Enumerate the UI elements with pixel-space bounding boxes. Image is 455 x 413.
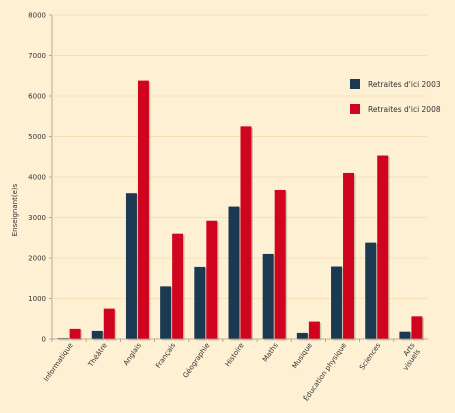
bar-2008 bbox=[206, 220, 218, 339]
y-axis: 0 1000 2000 3000 4000 5000 6000 7000 8000 bbox=[28, 12, 428, 344]
y-tick-label: 8000 bbox=[28, 12, 46, 20]
bar-2008 bbox=[377, 155, 389, 339]
x-tick-label: Géographie bbox=[182, 342, 212, 380]
y-tick-label: 0 bbox=[42, 336, 46, 344]
x-tick-label: Maths bbox=[261, 341, 280, 363]
y-tick-label: 1000 bbox=[28, 295, 46, 303]
bar-2008 bbox=[137, 80, 149, 340]
legend-swatch-2008 bbox=[350, 104, 360, 114]
x-tick-label: Anglais bbox=[122, 341, 143, 367]
bar-2008 bbox=[69, 328, 81, 339]
bars bbox=[57, 80, 424, 341]
x-tick-label: Théâtre bbox=[86, 342, 109, 370]
legend-label-2008: Retraites d'ici 2008 bbox=[368, 105, 441, 114]
bar-2008 bbox=[411, 316, 423, 339]
bar-2008 bbox=[240, 126, 252, 339]
bar-2008 bbox=[274, 189, 286, 339]
bar-2003 bbox=[365, 242, 377, 339]
legend-swatch-2003 bbox=[350, 79, 360, 89]
y-tick-label: 5000 bbox=[28, 133, 46, 141]
bar-2003 bbox=[194, 266, 206, 339]
x-axis: Informatique Théâtre Anglais Français Géogra… bbox=[42, 338, 428, 403]
x-tick-label: Français bbox=[154, 341, 177, 370]
bar-2003 bbox=[160, 286, 172, 339]
bar-2003 bbox=[399, 331, 411, 339]
y-axis-title: Enseignant(e)s bbox=[11, 183, 19, 236]
bar-2003 bbox=[57, 338, 69, 339]
bar-2008 bbox=[103, 308, 115, 339]
y-tick-label: 4000 bbox=[28, 174, 46, 182]
bar-shadow bbox=[59, 339, 71, 341]
y-tick-label: 6000 bbox=[28, 93, 46, 101]
bar-2003 bbox=[331, 266, 343, 339]
bar-2008 bbox=[172, 233, 184, 339]
bar-2008 bbox=[343, 172, 355, 339]
x-tick-label: Histoire bbox=[224, 342, 246, 369]
x-tick-label: Informatique bbox=[42, 342, 74, 383]
x-tick-label: Sciences bbox=[358, 341, 382, 371]
legend: Retraites d'ici 2003 Retraites d'ici 200… bbox=[350, 79, 441, 114]
y-tick-label: 7000 bbox=[28, 52, 46, 60]
bar-2003 bbox=[296, 332, 308, 339]
x-tick-label: Musique bbox=[291, 342, 314, 371]
y-tick-label: 3000 bbox=[28, 214, 46, 222]
bar-2008 bbox=[308, 321, 320, 339]
bar-2003 bbox=[228, 206, 240, 339]
x-tick-label: Artsvisuels bbox=[395, 341, 423, 372]
legend-label-2003: Retraites d'ici 2003 bbox=[368, 80, 441, 89]
bar-2003 bbox=[91, 330, 103, 339]
y-tick-label: 2000 bbox=[28, 255, 46, 263]
bar-2003 bbox=[125, 193, 137, 339]
bar-2003 bbox=[262, 253, 274, 339]
